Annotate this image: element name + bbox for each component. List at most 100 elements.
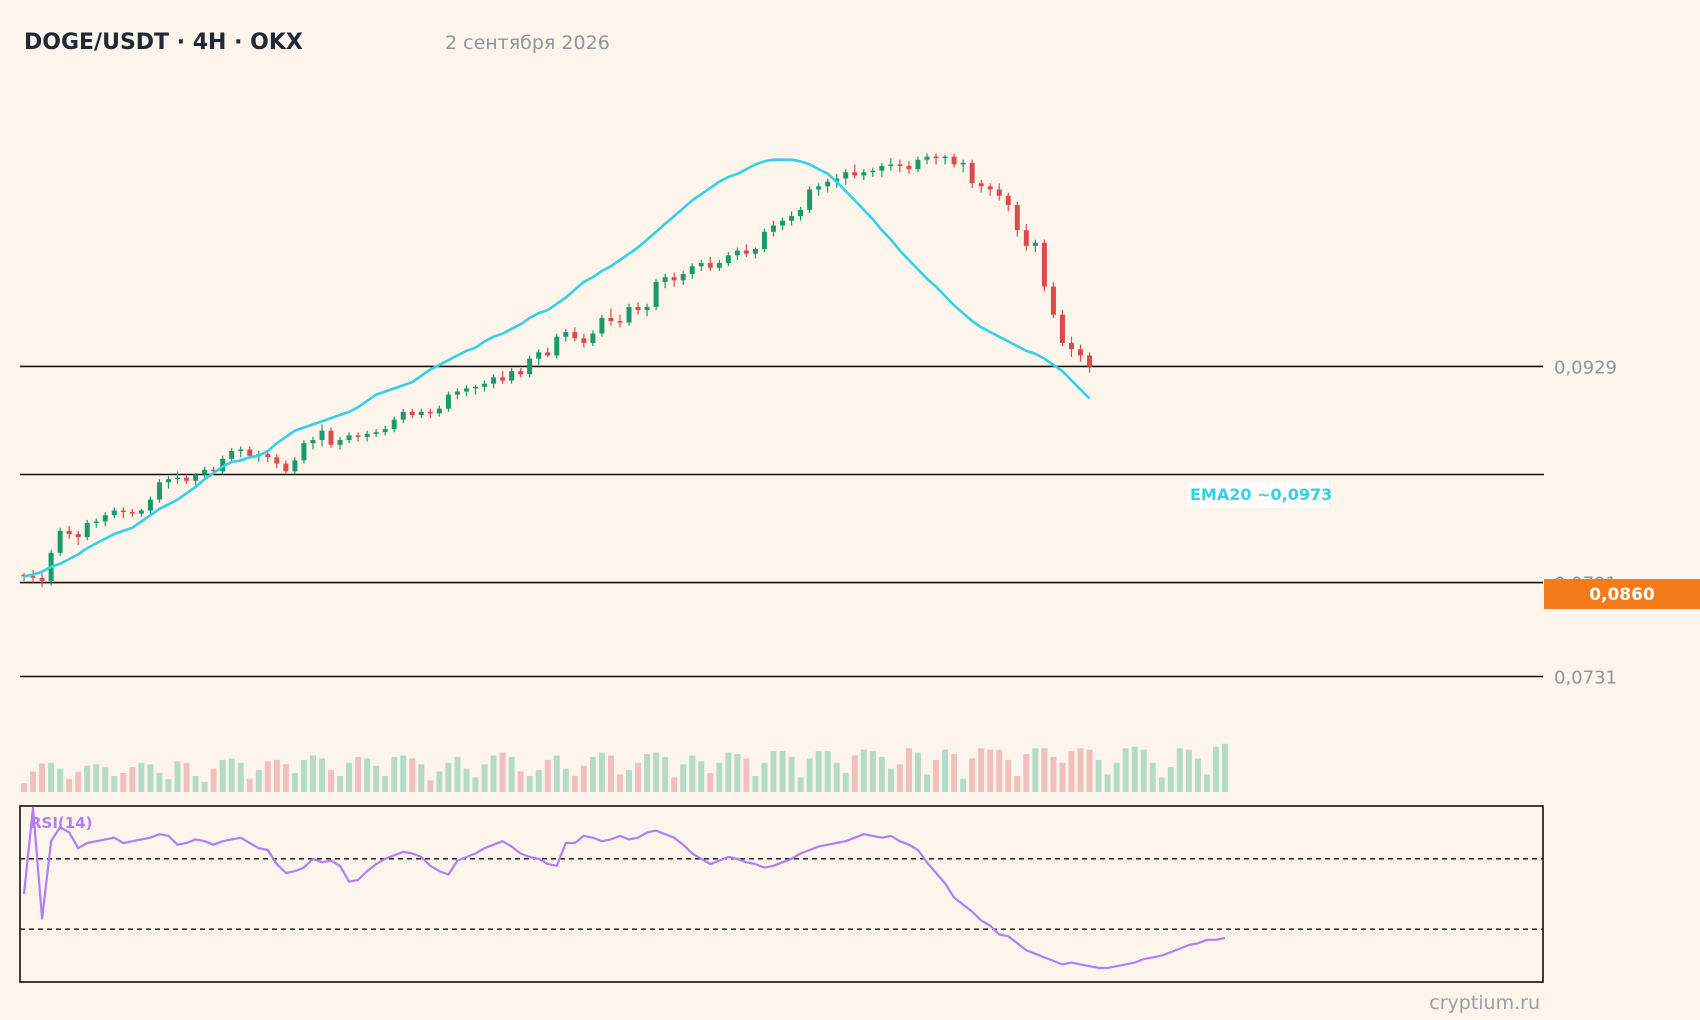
volume-bar [869, 751, 876, 792]
volume-bar [734, 754, 741, 792]
candle-body [39, 577, 45, 581]
candle [662, 274, 668, 289]
volume-bar [138, 762, 145, 792]
candle-body [382, 429, 388, 433]
candle-body [816, 186, 822, 190]
candle-body [75, 534, 81, 538]
candle-body [680, 274, 686, 281]
volume-bar [960, 778, 967, 792]
candle [644, 303, 650, 317]
volume-bar [562, 768, 569, 792]
candle [75, 530, 81, 545]
candle-body [924, 156, 930, 160]
candle-body [689, 266, 695, 275]
candle [770, 220, 776, 237]
candle [445, 391, 451, 412]
candle-body [482, 383, 488, 387]
candle [933, 153, 939, 165]
candle [843, 169, 849, 185]
candle [391, 416, 397, 433]
candle-body [996, 189, 1002, 196]
volume-bar [1095, 759, 1102, 792]
candle [238, 446, 244, 458]
candle-body [906, 165, 912, 170]
candle-body [238, 449, 244, 452]
candle-body [1087, 355, 1093, 367]
candle-body [942, 156, 948, 159]
candle-body [915, 159, 921, 170]
candle-body [500, 377, 506, 381]
candle-body [870, 170, 876, 173]
candle-body [30, 576, 36, 578]
volume-bar [84, 765, 91, 792]
volume-bar [1050, 756, 1057, 792]
volume-bar [111, 775, 118, 792]
volume-bar [951, 754, 958, 792]
candle-body [1014, 205, 1020, 231]
volume-bar [752, 775, 759, 792]
volume-bar [129, 767, 136, 792]
volume-bar [1140, 749, 1147, 792]
volume-bar [969, 758, 976, 792]
volume-bar [201, 781, 208, 792]
rsi-panel: RSI(14) [19, 805, 1544, 983]
volume-bar [824, 751, 831, 792]
candle [175, 471, 181, 484]
candle-body [563, 331, 569, 337]
candle-body [951, 156, 957, 165]
volume-bar [635, 762, 642, 792]
candle [527, 355, 533, 378]
volume-bar [30, 771, 37, 792]
candle [743, 244, 749, 257]
candle-body [545, 352, 551, 356]
volume-bar [1059, 762, 1066, 792]
volume-bar [382, 775, 389, 792]
candle [617, 314, 623, 328]
candle [193, 472, 199, 486]
candle-body [843, 172, 849, 179]
candle [84, 519, 90, 541]
candle-body [987, 186, 993, 190]
volume-bar [1194, 758, 1201, 792]
candle [581, 333, 587, 348]
volume-bar [1077, 748, 1084, 792]
volume-bar [472, 777, 479, 792]
candle [482, 380, 488, 392]
volume-bar [210, 768, 217, 792]
volume-bar [391, 756, 398, 792]
candle-body [644, 306, 650, 311]
candle [897, 159, 903, 173]
candle-body [897, 164, 903, 166]
candle [554, 333, 560, 359]
candle-body [337, 440, 343, 445]
volume-bar [1086, 749, 1093, 792]
candle [156, 479, 162, 503]
candle [1032, 239, 1038, 253]
candle [798, 206, 804, 221]
candle [1068, 336, 1074, 358]
volume-bar [580, 765, 587, 792]
candle [283, 460, 289, 475]
volume-bar [499, 752, 506, 792]
candle-body [527, 358, 533, 375]
candle-body [752, 248, 758, 254]
volume-bar [896, 764, 903, 792]
candle [888, 158, 894, 171]
volume-bar [165, 778, 172, 792]
volume-bar [409, 758, 416, 792]
volume-bar [1014, 775, 1021, 792]
level-label: 0,0731 [1554, 668, 1617, 689]
chart-date: 2 сентября 2026 [445, 32, 610, 54]
volume-bar [255, 770, 262, 792]
watermark: cryptium.ru [1429, 992, 1540, 1014]
candle-body [193, 474, 199, 481]
volume-bar [192, 775, 199, 792]
candle [752, 247, 758, 259]
candle [102, 512, 108, 527]
candle-body [491, 377, 497, 384]
candle [364, 430, 370, 442]
candle [373, 429, 379, 437]
volume-bar [291, 773, 298, 792]
rsi-line [22, 806, 1226, 969]
volume-bar [490, 755, 497, 792]
